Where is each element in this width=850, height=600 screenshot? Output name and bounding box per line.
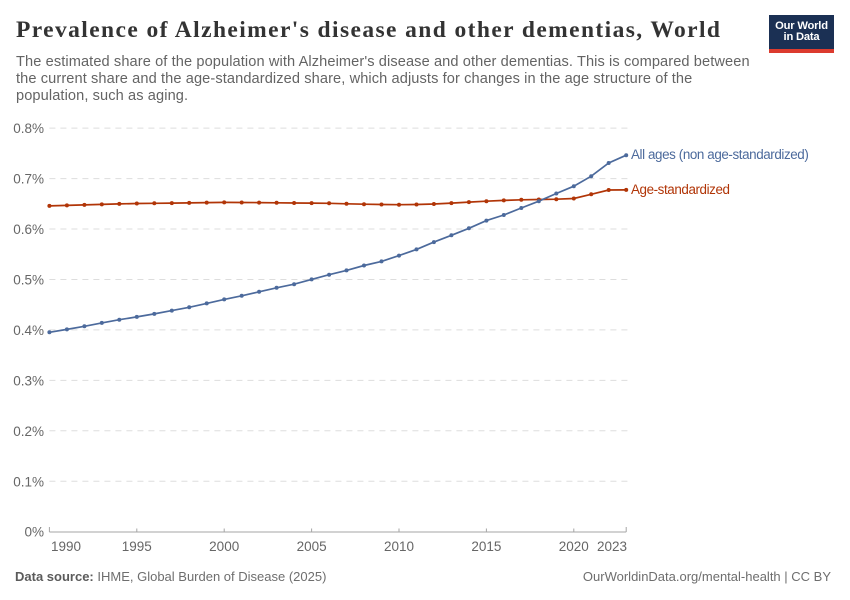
svg-text:2000: 2000	[209, 539, 239, 554]
svg-text:1990: 1990	[51, 539, 81, 554]
svg-text:2023: 2023	[597, 539, 627, 554]
svg-text:All ages (non age-standardized: All ages (non age-standardized)	[631, 147, 808, 162]
svg-text:0.3%: 0.3%	[13, 373, 44, 388]
svg-text:2010: 2010	[384, 539, 414, 554]
svg-text:0.1%: 0.1%	[13, 474, 44, 489]
svg-text:2005: 2005	[297, 539, 327, 554]
svg-text:0.4%: 0.4%	[13, 323, 44, 338]
svg-text:2015: 2015	[471, 539, 501, 554]
svg-text:Age-standardized: Age-standardized	[631, 182, 730, 197]
svg-text:1995: 1995	[122, 539, 152, 554]
svg-text:0.8%: 0.8%	[13, 121, 44, 136]
svg-text:0%: 0%	[24, 525, 44, 540]
svg-text:0.6%: 0.6%	[13, 222, 44, 237]
svg-text:2020: 2020	[559, 539, 589, 554]
svg-text:0.5%: 0.5%	[13, 273, 44, 288]
svg-text:0.2%: 0.2%	[13, 424, 44, 439]
svg-text:0.7%: 0.7%	[13, 172, 44, 187]
